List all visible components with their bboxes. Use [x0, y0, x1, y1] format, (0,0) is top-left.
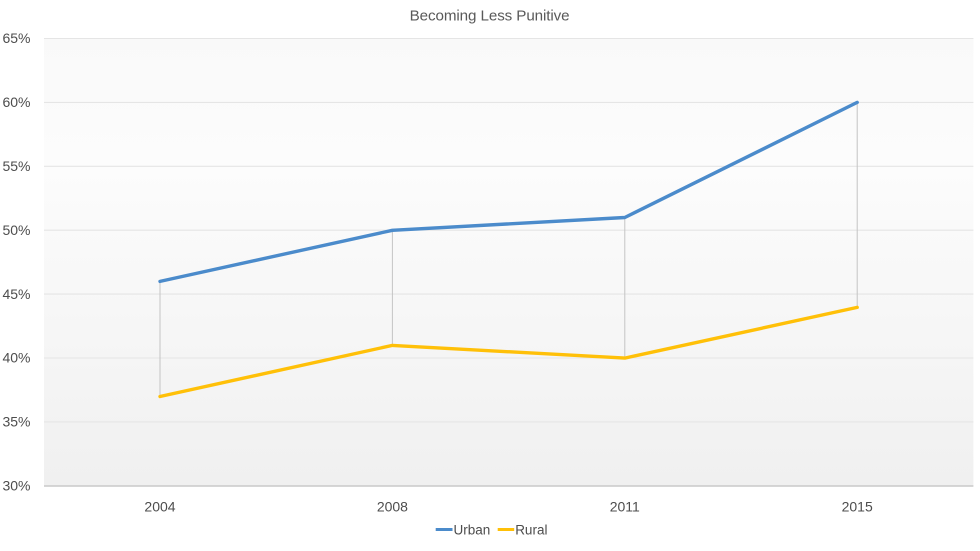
svg-text:Becoming Less Punitive: Becoming Less Punitive [410, 8, 570, 25]
svg-text:45%: 45% [2, 286, 30, 302]
svg-text:35%: 35% [2, 414, 30, 430]
svg-text:Rural: Rural [515, 522, 547, 537]
svg-text:Urban: Urban [454, 522, 491, 537]
svg-text:2008: 2008 [377, 498, 408, 514]
svg-text:55%: 55% [2, 158, 30, 174]
svg-text:2015: 2015 [842, 498, 873, 514]
svg-text:65%: 65% [2, 30, 30, 46]
svg-text:2011: 2011 [610, 498, 640, 514]
svg-text:2004: 2004 [144, 498, 175, 514]
svg-text:30%: 30% [2, 478, 30, 494]
svg-text:50%: 50% [2, 222, 30, 238]
svg-text:40%: 40% [2, 350, 30, 366]
svg-text:60%: 60% [2, 94, 30, 110]
